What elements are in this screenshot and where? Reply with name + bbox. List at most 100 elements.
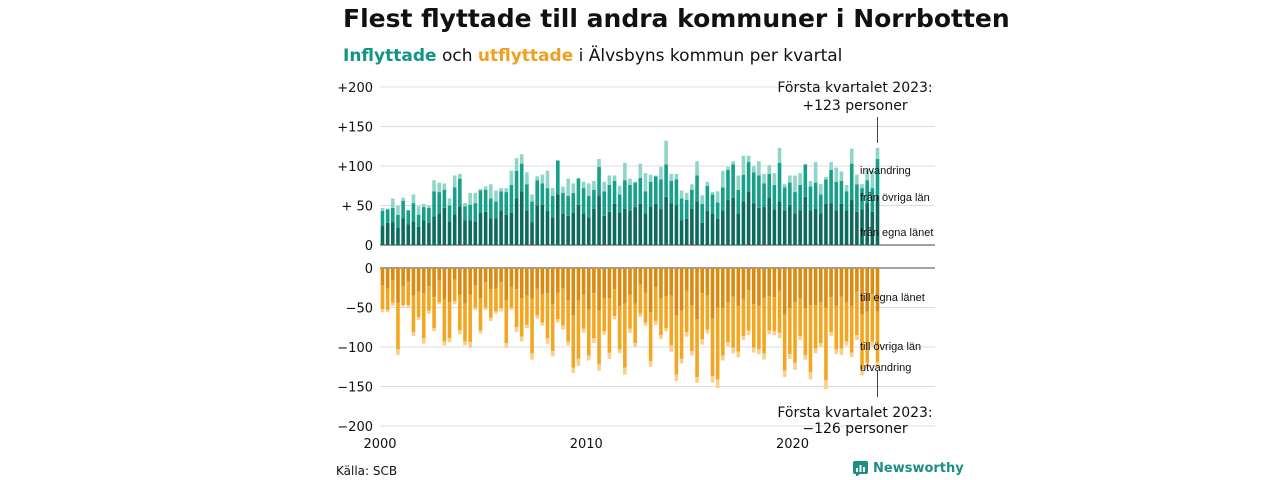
bar-in-egna <box>865 203 869 245</box>
bar-in-invandring <box>427 205 431 208</box>
bar-in-ovriga <box>679 198 684 221</box>
bar-out-utvandring <box>561 325 565 330</box>
bar-out-egna <box>772 268 777 298</box>
bar-out-egna <box>808 268 813 306</box>
bar-out-utvandring <box>617 349 622 354</box>
bar-out-utvandring <box>391 302 395 306</box>
bar-in-egna <box>751 203 756 245</box>
bar-out-egna <box>746 268 751 291</box>
bar-in-ovriga <box>813 182 818 209</box>
bar-in-ovriga <box>406 210 411 225</box>
bar-in-ovriga <box>612 181 617 204</box>
bar-in-egna <box>463 220 467 245</box>
bar-in-invandring <box>860 184 864 189</box>
bar-in-invandring <box>530 194 534 202</box>
bar-in-ovriga <box>468 204 472 221</box>
bar-out-egna <box>643 268 648 293</box>
bar-out-ovriga <box>483 282 488 308</box>
subtitle-utflyttade: utflyttade <box>477 46 574 66</box>
bar-out-egna <box>514 268 519 290</box>
subtitle-rest: i Älvsbyns kommun per kvartal <box>578 46 843 66</box>
bar-in-egna <box>499 211 503 245</box>
bar-in-egna <box>628 211 632 245</box>
bar-in-invandring <box>865 169 869 181</box>
bar-out-egna <box>757 268 761 306</box>
bar-out-ovriga <box>741 299 746 336</box>
bar-in-ovriga <box>499 191 503 212</box>
bar-in-egna <box>504 214 509 245</box>
bar-out-ovriga <box>669 295 674 346</box>
bar-in-invandring <box>839 171 844 182</box>
bar-in-ovriga <box>715 202 720 219</box>
bar-in-egna <box>798 210 802 245</box>
bar-in-ovriga <box>556 160 560 195</box>
bar-out-ovriga <box>421 293 426 339</box>
y-tick-label-top: +150 <box>337 121 373 136</box>
bar-in-ovriga <box>824 179 828 204</box>
bar-out-egna <box>721 268 725 308</box>
bar-out-ovriga <box>788 308 792 355</box>
bar-in-ovriga <box>839 181 844 204</box>
bar-out-ovriga <box>751 304 756 348</box>
bar-in-invandring <box>411 194 416 204</box>
bar-in-egna <box>545 211 550 245</box>
bar-out-utvandring <box>437 301 442 305</box>
series-label-in-ovriga: från övriga län <box>860 192 930 204</box>
bar-in-egna <box>391 222 395 245</box>
bar-in-ovriga <box>396 214 400 228</box>
bar-out-ovriga <box>571 315 576 368</box>
bar-in-invandring <box>628 178 632 185</box>
bar-out-egna <box>674 268 679 316</box>
bar-in-invandring <box>581 181 586 189</box>
bar-in-egna <box>633 207 637 245</box>
bar-out-egna <box>586 268 591 310</box>
bar-out-utvandring <box>442 341 447 346</box>
bar-in-ovriga <box>865 180 869 204</box>
bar-out-egna <box>421 268 426 294</box>
bar-out-utvandring <box>839 348 844 355</box>
bar-in-invandring <box>545 170 550 189</box>
brand-logo: Newsworthy <box>853 461 964 476</box>
bar-out-egna <box>844 268 849 302</box>
bar-out-utvandring <box>421 338 426 344</box>
bar-out-utvandring <box>494 311 498 314</box>
bar-out-ovriga <box>478 298 483 331</box>
bar-in-invandring <box>684 192 689 200</box>
bar-in-egna <box>396 227 400 245</box>
bar-in-invandring <box>602 181 607 192</box>
bar-in-invandring <box>849 148 854 164</box>
bar-out-egna <box>556 268 560 293</box>
bar-in-ovriga <box>432 191 436 217</box>
bar-in-invandring <box>468 192 472 205</box>
bar-in-egna <box>648 206 653 245</box>
bar-out-utvandring <box>695 377 699 383</box>
bar-in-invandring <box>834 167 839 182</box>
bar-in-ovriga <box>633 182 637 208</box>
bar-in-invandring <box>617 185 622 195</box>
bar-in-invandring <box>844 184 849 192</box>
bar-out-utvandring <box>798 335 802 340</box>
bar-out-ovriga <box>447 301 452 339</box>
bar-in-invandring <box>808 181 813 187</box>
bar-in-invandring <box>550 188 555 197</box>
bar-out-egna <box>710 268 715 319</box>
bar-in-ovriga <box>870 188 875 212</box>
bar-out-utvandring <box>432 328 436 332</box>
bar-out-utvandring <box>607 352 612 359</box>
bar-out-ovriga <box>550 304 555 351</box>
bar-out-egna <box>401 268 405 287</box>
bar-in-invandring <box>519 154 524 164</box>
bar-in-egna <box>762 207 766 245</box>
bar-out-utvandring <box>875 362 880 368</box>
bar-in-ovriga <box>731 164 735 198</box>
bar-out-ovriga <box>731 296 735 348</box>
bar-out-utvandring <box>396 349 400 355</box>
y-tick-label-top: +200 <box>337 81 373 96</box>
bar-out-utvandring <box>452 301 457 305</box>
bar-out-ovriga <box>607 298 612 353</box>
bar-in-ovriga <box>653 176 658 204</box>
bar-in-invandring <box>679 190 684 199</box>
bar-in-egna <box>690 208 694 245</box>
bar-out-egna <box>839 268 844 297</box>
bar-in-egna <box>576 204 581 245</box>
